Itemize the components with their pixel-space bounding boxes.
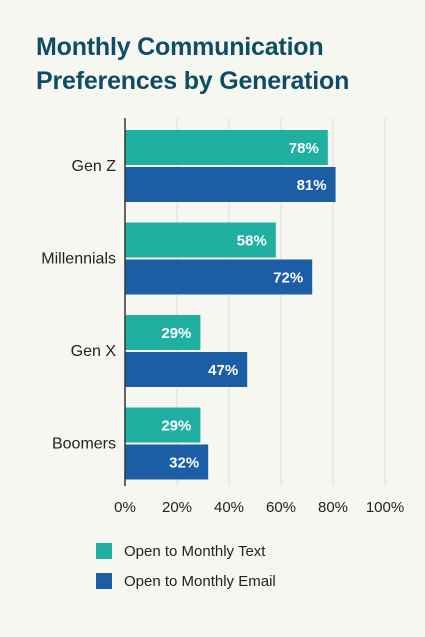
bar-text (125, 222, 276, 258)
bar-email (125, 167, 336, 202)
bar-email (125, 444, 209, 480)
bar-value-label: 29% (161, 325, 191, 342)
bars: 78% 81% 58% 72% 29% 47% 29% 32% (125, 130, 336, 480)
chart-title: Monthly Communication Preferences by Gen… (36, 30, 406, 98)
x-axis-ticks: 0% 20% 40% 60% 80% 100% (114, 499, 404, 516)
bar-email (125, 352, 248, 387)
category-labels: Gen Z Millennials Gen X Boomers (41, 158, 116, 453)
bar-value-label: 29% (161, 418, 191, 435)
bar-value-label: 58% (237, 233, 267, 250)
x-tick-label: 0% (114, 499, 136, 516)
x-tick-label: 60% (266, 499, 296, 516)
bar-value-label: 78% (289, 140, 319, 157)
x-tick-label: 40% (214, 499, 244, 516)
legend-label-text: Open to Monthly Text (124, 542, 266, 560)
bar-text (125, 130, 328, 165)
bar-value-label: 81% (297, 177, 327, 194)
bar-value-label: 72% (273, 270, 303, 287)
x-tick-label: 80% (318, 499, 348, 516)
category-label: Gen X (71, 343, 117, 360)
chart-title-line-1: Monthly Communication (36, 33, 324, 61)
legend-swatch-text (96, 543, 112, 559)
category-label: Millennials (41, 251, 116, 268)
legend-item-email: Open to Monthly Email (96, 571, 276, 591)
bar-value-label: 32% (169, 455, 199, 472)
legend: Open to Monthly Text Open to Monthly Ema… (96, 541, 276, 601)
legend-swatch-email (96, 573, 112, 589)
chart-title-line-2: Preferences by Generation (36, 67, 350, 95)
category-label: Gen Z (72, 158, 117, 175)
x-tick-label: 20% (162, 499, 192, 516)
legend-item-text: Open to Monthly Text (96, 541, 276, 561)
x-tick-label: 100% (366, 499, 404, 516)
bar-email (125, 259, 313, 295)
category-label: Boomers (52, 436, 116, 453)
bar-text (125, 315, 201, 350)
bar-value-label: 47% (208, 362, 238, 379)
bar-text (125, 407, 201, 443)
legend-label-email: Open to Monthly Email (124, 572, 276, 590)
